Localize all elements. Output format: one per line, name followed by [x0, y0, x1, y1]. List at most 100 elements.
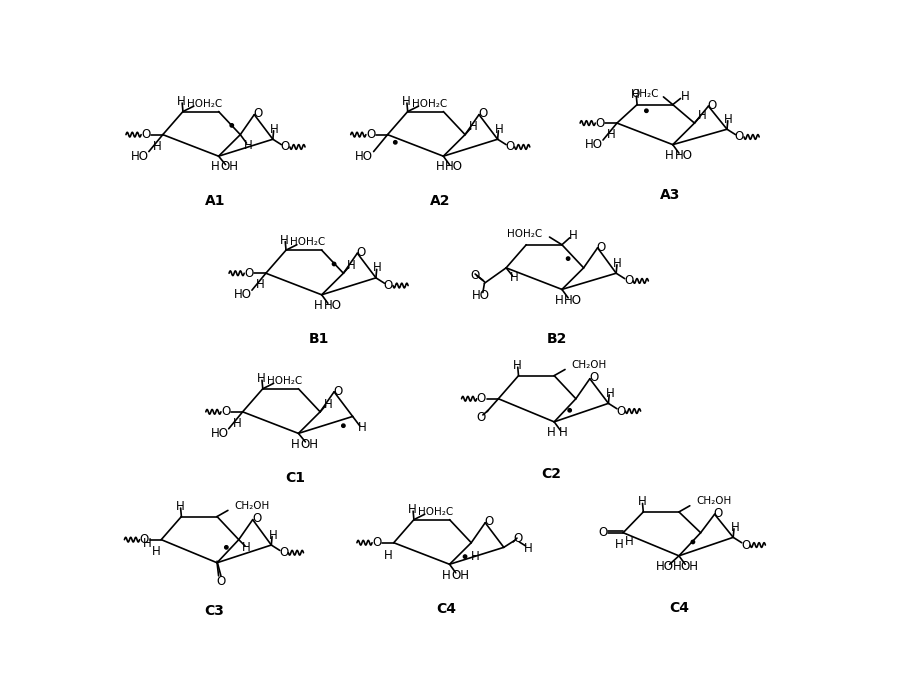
- Text: HO: HO: [585, 138, 603, 151]
- Text: CH₂OH: CH₂OH: [234, 501, 269, 511]
- Text: OH: OH: [681, 560, 699, 573]
- Circle shape: [230, 124, 233, 127]
- Text: H: H: [468, 120, 477, 134]
- Text: O: O: [281, 140, 290, 154]
- Text: O: O: [708, 99, 717, 112]
- Text: H: H: [402, 95, 410, 108]
- Text: HO: HO: [130, 149, 149, 163]
- Text: CH₂OH: CH₂OH: [696, 496, 732, 506]
- Text: C4: C4: [436, 602, 456, 616]
- Text: O: O: [599, 526, 608, 539]
- Text: O: O: [356, 246, 366, 259]
- Text: H: H: [408, 503, 417, 516]
- Text: A3: A3: [659, 188, 680, 201]
- Text: H: H: [607, 128, 616, 141]
- Text: H: H: [347, 259, 355, 272]
- Text: O: O: [253, 107, 263, 120]
- Text: O: O: [141, 128, 151, 141]
- Text: H: H: [547, 426, 555, 439]
- Text: OH: OH: [452, 569, 469, 581]
- Text: H: H: [256, 278, 264, 291]
- Text: HO: HO: [472, 289, 489, 302]
- Text: H: H: [524, 543, 533, 556]
- Text: H: H: [442, 569, 451, 581]
- Text: H: H: [681, 91, 689, 103]
- Text: HO: HO: [445, 161, 464, 174]
- Text: H: H: [151, 545, 161, 558]
- Text: H: H: [436, 161, 444, 174]
- Text: HO: HO: [323, 299, 341, 312]
- Text: H: H: [257, 372, 265, 385]
- Text: H: H: [323, 398, 332, 410]
- Text: O: O: [221, 406, 230, 419]
- Text: HOH₂C: HOH₂C: [290, 237, 325, 248]
- Text: H: H: [724, 113, 733, 126]
- Text: H: H: [731, 521, 739, 534]
- Text: OH: OH: [220, 161, 239, 174]
- Text: H: H: [233, 417, 241, 430]
- Text: CH₂OH: CH₂OH: [571, 360, 607, 370]
- Text: H: H: [291, 437, 299, 450]
- Text: H: H: [606, 387, 614, 400]
- Text: O: O: [244, 266, 253, 280]
- Text: H: H: [495, 122, 504, 136]
- Text: HOH₂C: HOH₂C: [267, 376, 302, 386]
- Circle shape: [566, 257, 570, 260]
- Text: H: H: [625, 536, 633, 549]
- Text: O: O: [741, 538, 750, 552]
- Text: H: H: [268, 529, 277, 542]
- Text: O: O: [252, 512, 262, 525]
- Text: O: O: [595, 116, 605, 129]
- Text: H: H: [559, 426, 568, 439]
- Circle shape: [568, 408, 571, 412]
- Text: HO: HO: [564, 293, 582, 307]
- Text: O: O: [476, 411, 486, 424]
- Text: OH: OH: [300, 437, 319, 450]
- Text: O: O: [714, 507, 723, 520]
- Text: O: O: [140, 533, 149, 546]
- Text: B1: B1: [308, 332, 329, 347]
- Text: O: O: [616, 405, 625, 417]
- Text: HO: HO: [656, 560, 674, 573]
- Text: O: O: [476, 392, 486, 406]
- Circle shape: [341, 424, 345, 428]
- Text: H: H: [384, 549, 393, 561]
- Text: H: H: [314, 299, 323, 312]
- Circle shape: [644, 109, 648, 113]
- Text: H: H: [615, 538, 623, 551]
- Circle shape: [464, 555, 466, 558]
- Text: HOH₂C: HOH₂C: [412, 99, 447, 109]
- Text: C4: C4: [669, 601, 688, 615]
- Circle shape: [691, 540, 695, 544]
- Text: H: H: [666, 149, 674, 162]
- Text: O: O: [485, 516, 494, 529]
- Text: H: H: [673, 560, 682, 573]
- Text: H: H: [270, 122, 279, 136]
- Text: O: O: [384, 279, 393, 292]
- Text: H: H: [211, 161, 220, 174]
- Text: H: H: [509, 271, 519, 284]
- Text: O: O: [372, 536, 381, 549]
- Text: O: O: [366, 128, 375, 141]
- Text: H: H: [177, 95, 185, 108]
- Text: OH₂C: OH₂C: [632, 89, 659, 99]
- Text: H: H: [632, 88, 640, 101]
- Text: H: H: [153, 140, 162, 154]
- Text: H: H: [143, 537, 151, 550]
- Text: H: H: [175, 500, 185, 513]
- Circle shape: [225, 546, 228, 549]
- Text: H: H: [637, 495, 646, 509]
- Text: C1: C1: [285, 471, 306, 485]
- Text: H: H: [373, 262, 382, 274]
- Circle shape: [332, 262, 336, 266]
- Text: A2: A2: [430, 194, 451, 208]
- Text: H: H: [242, 541, 251, 554]
- Text: H: H: [568, 229, 577, 242]
- Text: C3: C3: [204, 604, 224, 618]
- Text: O: O: [597, 241, 606, 253]
- Text: H: H: [358, 421, 366, 434]
- Text: O: O: [333, 385, 342, 397]
- Text: HOH₂C: HOH₂C: [187, 99, 222, 109]
- Text: H: H: [512, 359, 521, 372]
- Text: O: O: [624, 275, 633, 287]
